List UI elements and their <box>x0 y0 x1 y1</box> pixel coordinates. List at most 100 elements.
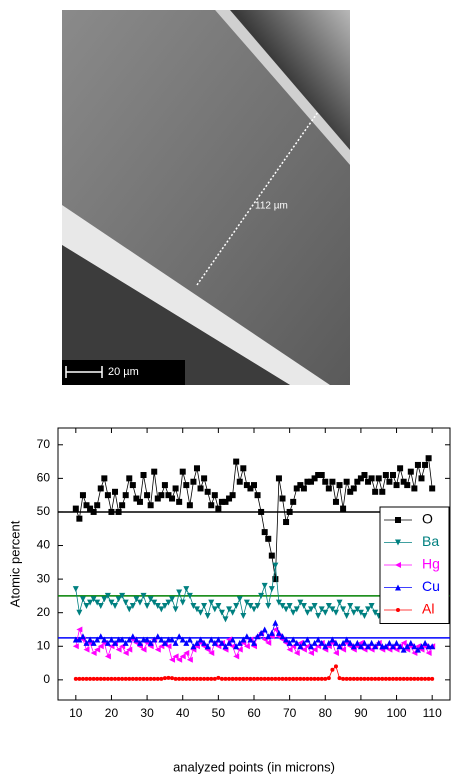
marker <box>350 485 357 492</box>
marker <box>329 636 336 643</box>
marker <box>366 676 371 681</box>
marker <box>347 602 354 609</box>
marker <box>140 592 147 599</box>
marker <box>273 676 278 681</box>
marker <box>94 502 101 509</box>
marker <box>76 626 83 633</box>
marker <box>336 643 343 650</box>
y-tick-label: 10 <box>37 638 51 652</box>
marker <box>76 609 83 616</box>
marker <box>408 676 413 681</box>
marker <box>154 646 161 653</box>
marker <box>172 485 179 492</box>
marker <box>251 606 257 613</box>
marker <box>97 602 104 609</box>
marker <box>418 475 425 482</box>
marker <box>226 606 233 613</box>
marker <box>215 602 222 609</box>
marker <box>229 636 236 643</box>
y-tick-label: 20 <box>37 605 51 619</box>
marker <box>265 633 272 640</box>
marker <box>275 629 282 636</box>
marker <box>208 599 215 606</box>
marker <box>280 676 285 681</box>
marker <box>355 676 360 681</box>
measurement-line <box>196 111 319 286</box>
marker <box>254 492 261 499</box>
marker <box>72 643 79 650</box>
marker <box>115 508 122 515</box>
marker <box>233 643 240 650</box>
legend-label: O <box>422 511 433 527</box>
marker <box>94 636 101 643</box>
marker <box>133 636 140 643</box>
marker <box>372 488 379 495</box>
marker <box>233 602 240 609</box>
marker <box>261 582 268 589</box>
marker <box>397 465 404 472</box>
marker <box>122 599 129 606</box>
marker <box>212 676 217 681</box>
marker <box>293 485 300 492</box>
marker <box>400 639 407 646</box>
marker <box>161 482 168 489</box>
marker <box>361 472 368 479</box>
marker <box>351 676 356 681</box>
marker <box>211 639 218 646</box>
marker <box>372 643 379 650</box>
marker <box>165 599 172 606</box>
marker <box>368 639 375 646</box>
marker <box>179 468 186 475</box>
marker <box>112 488 119 495</box>
marker <box>315 636 322 643</box>
x-tick-label: 90 <box>354 706 368 720</box>
marker <box>247 485 254 492</box>
marker <box>115 646 122 653</box>
marker <box>261 529 268 536</box>
marker <box>414 646 421 653</box>
legend-marker <box>395 517 401 523</box>
marker <box>79 492 86 499</box>
marker <box>309 676 314 681</box>
marker <box>204 613 211 620</box>
scale-bar <box>65 366 103 378</box>
marker <box>404 643 411 650</box>
marker <box>333 664 338 669</box>
marker <box>133 596 140 603</box>
marker <box>336 482 343 489</box>
marker <box>283 636 290 643</box>
marker <box>233 653 240 660</box>
x-tick-label: 110 <box>423 706 442 720</box>
marker <box>184 676 189 681</box>
marker <box>290 609 297 616</box>
marker <box>108 636 115 643</box>
marker <box>123 676 128 681</box>
marker <box>208 649 215 656</box>
marker <box>312 676 317 681</box>
marker <box>119 592 126 599</box>
marker <box>113 676 118 681</box>
marker <box>347 488 354 495</box>
marker <box>147 502 154 509</box>
marker <box>243 599 250 606</box>
marker <box>311 602 318 609</box>
marker <box>172 653 179 660</box>
marker <box>425 455 432 462</box>
measurement-label: 112 µm <box>255 201 288 212</box>
marker <box>180 676 185 681</box>
marker <box>354 606 361 613</box>
marker <box>297 482 304 489</box>
marker <box>354 639 361 646</box>
marker <box>337 676 342 681</box>
marker <box>179 636 186 643</box>
marker <box>177 676 182 681</box>
marker <box>286 602 293 609</box>
x-tick-label: 50 <box>212 706 226 720</box>
marker <box>340 639 347 646</box>
marker <box>279 633 286 640</box>
bright-edge <box>62 205 330 385</box>
marker <box>101 596 108 603</box>
marker <box>179 653 186 660</box>
marker <box>127 676 132 681</box>
marker <box>418 643 425 650</box>
